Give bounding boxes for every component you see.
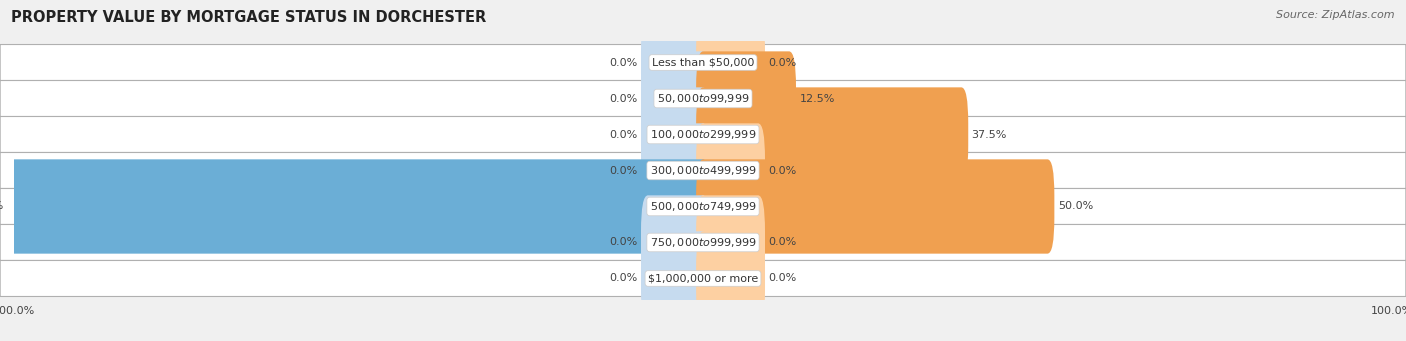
- FancyBboxPatch shape: [641, 15, 710, 110]
- FancyBboxPatch shape: [641, 231, 710, 326]
- FancyBboxPatch shape: [7, 159, 710, 254]
- Text: 12.5%: 12.5%: [800, 93, 835, 104]
- Text: 100.0%: 100.0%: [0, 202, 4, 211]
- Text: 0.0%: 0.0%: [609, 58, 637, 68]
- Text: $100,000 to $299,999: $100,000 to $299,999: [650, 128, 756, 141]
- Text: $50,000 to $99,999: $50,000 to $99,999: [657, 92, 749, 105]
- Text: 0.0%: 0.0%: [769, 165, 797, 176]
- Text: 0.0%: 0.0%: [609, 237, 637, 248]
- Text: 0.0%: 0.0%: [609, 93, 637, 104]
- Text: 0.0%: 0.0%: [609, 273, 637, 283]
- FancyBboxPatch shape: [696, 51, 796, 146]
- Text: $750,000 to $999,999: $750,000 to $999,999: [650, 236, 756, 249]
- FancyBboxPatch shape: [641, 123, 710, 218]
- Text: $500,000 to $749,999: $500,000 to $749,999: [650, 200, 756, 213]
- FancyBboxPatch shape: [641, 195, 710, 290]
- Text: 0.0%: 0.0%: [769, 237, 797, 248]
- Text: 50.0%: 50.0%: [1057, 202, 1092, 211]
- FancyBboxPatch shape: [0, 152, 1406, 189]
- FancyBboxPatch shape: [641, 87, 710, 182]
- FancyBboxPatch shape: [0, 117, 1406, 152]
- Text: 0.0%: 0.0%: [769, 58, 797, 68]
- FancyBboxPatch shape: [696, 87, 969, 182]
- FancyBboxPatch shape: [641, 51, 710, 146]
- Text: 0.0%: 0.0%: [609, 165, 637, 176]
- FancyBboxPatch shape: [0, 189, 1406, 224]
- Text: PROPERTY VALUE BY MORTGAGE STATUS IN DORCHESTER: PROPERTY VALUE BY MORTGAGE STATUS IN DOR…: [11, 10, 486, 25]
- Text: 0.0%: 0.0%: [769, 273, 797, 283]
- Text: $300,000 to $499,999: $300,000 to $499,999: [650, 164, 756, 177]
- FancyBboxPatch shape: [696, 15, 765, 110]
- Text: $1,000,000 or more: $1,000,000 or more: [648, 273, 758, 283]
- FancyBboxPatch shape: [0, 224, 1406, 261]
- FancyBboxPatch shape: [0, 45, 1406, 80]
- FancyBboxPatch shape: [696, 159, 1054, 254]
- Text: 37.5%: 37.5%: [972, 130, 1007, 139]
- FancyBboxPatch shape: [696, 195, 765, 290]
- FancyBboxPatch shape: [696, 231, 765, 326]
- FancyBboxPatch shape: [0, 80, 1406, 117]
- Text: 0.0%: 0.0%: [609, 130, 637, 139]
- Text: Less than $50,000: Less than $50,000: [652, 58, 754, 68]
- FancyBboxPatch shape: [0, 261, 1406, 296]
- Text: Source: ZipAtlas.com: Source: ZipAtlas.com: [1277, 10, 1395, 20]
- FancyBboxPatch shape: [696, 123, 765, 218]
